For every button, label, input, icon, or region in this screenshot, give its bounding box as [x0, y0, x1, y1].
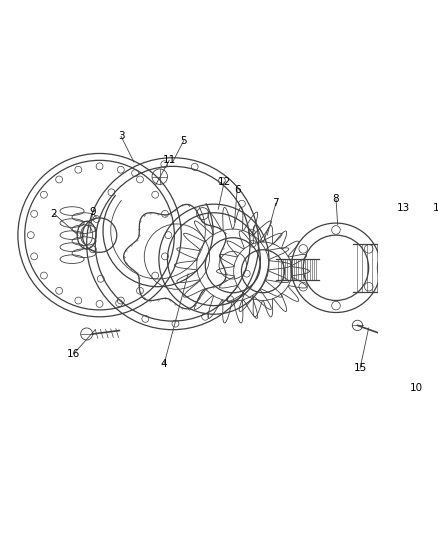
Text: 11: 11: [162, 155, 176, 165]
Text: 7: 7: [272, 198, 279, 208]
Text: 3: 3: [117, 131, 124, 141]
Text: 12: 12: [217, 177, 230, 187]
Text: 13: 13: [396, 203, 409, 213]
Text: 9: 9: [89, 207, 96, 217]
Text: 5: 5: [180, 135, 187, 146]
Text: 2: 2: [50, 208, 57, 219]
Text: 6: 6: [233, 185, 240, 196]
Text: 14: 14: [431, 203, 438, 213]
Text: 10: 10: [409, 383, 421, 393]
Text: 15: 15: [353, 364, 366, 374]
Text: 4: 4: [160, 359, 167, 369]
Text: 16: 16: [67, 349, 80, 359]
Text: 8: 8: [332, 194, 339, 204]
